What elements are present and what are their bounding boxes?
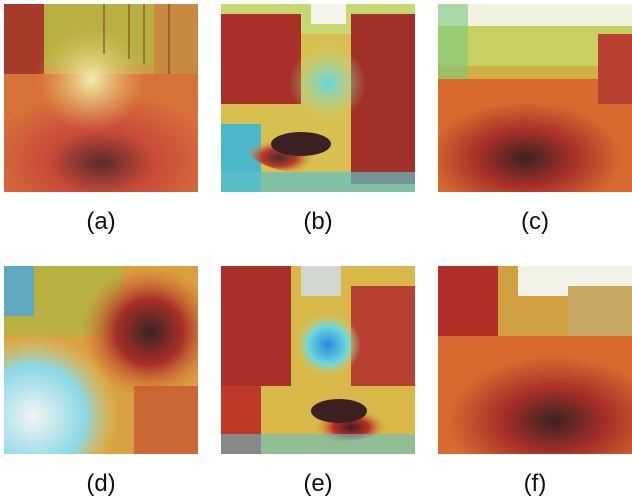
heatmap-panel-a	[4, 4, 198, 192]
heatmap-panel-b	[221, 4, 415, 192]
heatmap-panel-d	[4, 266, 198, 454]
caption-b: (b)	[303, 208, 333, 235]
caption-c: (c)	[521, 208, 549, 235]
heatmap-panel-c	[438, 4, 632, 192]
caption-f: (f)	[523, 470, 547, 497]
caption-d: (d)	[86, 470, 116, 497]
caption-a: (a)	[86, 208, 116, 235]
caption-e: (e)	[303, 470, 333, 497]
heatmap-panel-f	[438, 266, 632, 454]
heatmap-panel-e	[221, 266, 415, 454]
